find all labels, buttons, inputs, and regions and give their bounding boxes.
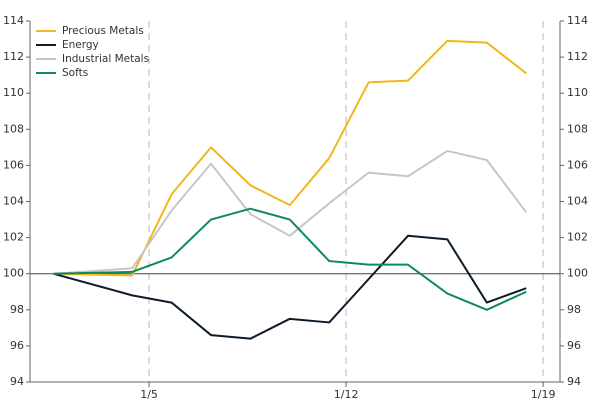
- y2-tick-label: 114: [567, 14, 588, 27]
- series-line: [53, 207, 527, 311]
- y-tick-label: 96: [10, 339, 24, 352]
- y2-tick-label: 98: [567, 303, 581, 316]
- x-tick-label: 1/5: [140, 388, 158, 401]
- y-tick-label: 100: [3, 267, 24, 280]
- y-tick-label: 104: [3, 195, 24, 208]
- y2-tick-label: 94: [567, 375, 581, 388]
- y-tick-label: 98: [10, 303, 24, 316]
- y2-tick-label: 102: [567, 231, 588, 244]
- x-tick-label: 1/12: [334, 388, 359, 401]
- legend: Precious Metals Energy Industrial Metals So…: [36, 25, 149, 79]
- legend-label: Precious Metals: [62, 25, 144, 37]
- y2-tick-label: 112: [567, 50, 588, 63]
- x-tick-label: 1/19: [531, 388, 556, 401]
- y-tick-label: 106: [3, 158, 24, 171]
- y2-tick-label: 100: [567, 267, 588, 280]
- series-line: [53, 39, 527, 277]
- y2-tick-label: 106: [567, 158, 588, 171]
- legend-label: Industrial Metals: [62, 53, 149, 65]
- y2-tick-label: 96: [567, 339, 581, 352]
- y-tick-label: 112: [3, 50, 24, 63]
- series-line: [53, 234, 527, 340]
- y-tick-label: 114: [3, 14, 24, 27]
- y2-tick-label: 110: [567, 86, 588, 99]
- y-tick-label: 94: [10, 375, 24, 388]
- y-tick-label: 108: [3, 122, 24, 135]
- series-line: [53, 149, 528, 275]
- y-tick-label: 102: [3, 231, 24, 244]
- legend-label: Softs: [62, 67, 88, 79]
- legend-label: Energy: [62, 39, 99, 51]
- y2-tick-label: 108: [567, 122, 588, 135]
- y2-tick-label: 104: [567, 195, 588, 208]
- y-tick-label: 110: [3, 86, 24, 99]
